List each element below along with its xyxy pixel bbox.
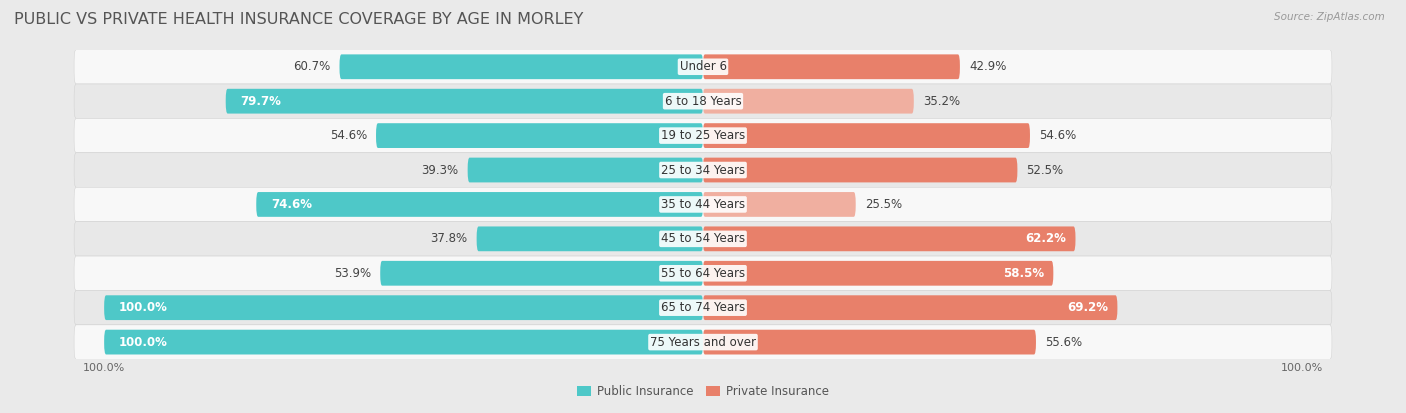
FancyBboxPatch shape (468, 158, 703, 183)
Text: 74.6%: 74.6% (271, 198, 312, 211)
FancyBboxPatch shape (703, 55, 960, 79)
Text: 53.9%: 53.9% (335, 267, 371, 280)
FancyBboxPatch shape (703, 330, 1036, 354)
Text: 54.6%: 54.6% (330, 129, 367, 142)
FancyBboxPatch shape (104, 295, 703, 320)
Text: 52.5%: 52.5% (1026, 164, 1063, 176)
FancyBboxPatch shape (703, 123, 1031, 148)
Text: 54.6%: 54.6% (1039, 129, 1076, 142)
FancyBboxPatch shape (75, 222, 1331, 256)
Text: 19 to 25 Years: 19 to 25 Years (661, 129, 745, 142)
Text: 35 to 44 Years: 35 to 44 Years (661, 198, 745, 211)
FancyBboxPatch shape (104, 330, 703, 354)
Text: 100.0%: 100.0% (120, 301, 167, 314)
FancyBboxPatch shape (339, 55, 703, 79)
Text: 55 to 64 Years: 55 to 64 Years (661, 267, 745, 280)
FancyBboxPatch shape (703, 261, 1053, 286)
Text: 37.8%: 37.8% (430, 233, 468, 245)
Text: Under 6: Under 6 (679, 60, 727, 73)
FancyBboxPatch shape (256, 192, 703, 217)
Text: 55.6%: 55.6% (1045, 336, 1083, 349)
FancyBboxPatch shape (75, 187, 1331, 222)
Text: 69.2%: 69.2% (1067, 301, 1108, 314)
FancyBboxPatch shape (75, 256, 1331, 290)
FancyBboxPatch shape (75, 153, 1331, 187)
Text: 39.3%: 39.3% (422, 164, 458, 176)
FancyBboxPatch shape (375, 123, 703, 148)
Text: 79.7%: 79.7% (240, 95, 281, 108)
Text: 62.2%: 62.2% (1025, 233, 1067, 245)
FancyBboxPatch shape (703, 226, 1076, 251)
Text: Source: ZipAtlas.com: Source: ZipAtlas.com (1274, 12, 1385, 22)
Text: 65 to 74 Years: 65 to 74 Years (661, 301, 745, 314)
FancyBboxPatch shape (703, 295, 1118, 320)
Text: 58.5%: 58.5% (1004, 267, 1045, 280)
Text: 42.9%: 42.9% (969, 60, 1007, 73)
FancyBboxPatch shape (703, 158, 1018, 183)
Text: 45 to 54 Years: 45 to 54 Years (661, 233, 745, 245)
FancyBboxPatch shape (703, 192, 856, 217)
FancyBboxPatch shape (703, 89, 914, 114)
Text: 25 to 34 Years: 25 to 34 Years (661, 164, 745, 176)
Text: 6 to 18 Years: 6 to 18 Years (665, 95, 741, 108)
FancyBboxPatch shape (226, 89, 703, 114)
Text: 35.2%: 35.2% (922, 95, 960, 108)
Text: PUBLIC VS PRIVATE HEALTH INSURANCE COVERAGE BY AGE IN MORLEY: PUBLIC VS PRIVATE HEALTH INSURANCE COVER… (14, 12, 583, 27)
FancyBboxPatch shape (75, 119, 1331, 153)
Legend: Public Insurance, Private Insurance: Public Insurance, Private Insurance (572, 380, 834, 403)
FancyBboxPatch shape (75, 50, 1331, 84)
FancyBboxPatch shape (75, 325, 1331, 359)
FancyBboxPatch shape (477, 226, 703, 251)
FancyBboxPatch shape (75, 84, 1331, 119)
Text: 75 Years and over: 75 Years and over (650, 336, 756, 349)
FancyBboxPatch shape (380, 261, 703, 286)
Text: 25.5%: 25.5% (865, 198, 901, 211)
Text: 60.7%: 60.7% (294, 60, 330, 73)
Text: 100.0%: 100.0% (120, 336, 167, 349)
FancyBboxPatch shape (75, 290, 1331, 325)
